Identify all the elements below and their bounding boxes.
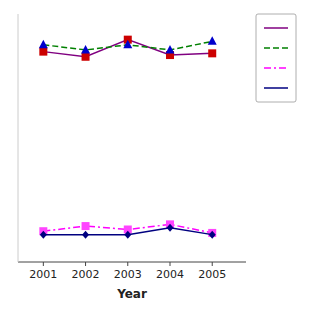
series-marker	[39, 40, 48, 49]
series-marker	[40, 231, 47, 239]
legend-swatch	[264, 27, 288, 29]
series	[40, 224, 216, 239]
series-marker	[209, 231, 216, 239]
x-tick-label: 2005	[198, 268, 226, 281]
series-marker	[167, 224, 174, 232]
series-marker	[82, 231, 89, 239]
x-tick	[212, 262, 213, 266]
series-marker	[82, 222, 90, 230]
series-marker	[82, 53, 90, 61]
y-axis-line	[18, 14, 19, 262]
legend-swatch	[264, 67, 288, 69]
series-marker	[124, 231, 131, 239]
x-tick-label: 2002	[72, 268, 100, 281]
x-tick-label: 2003	[114, 268, 142, 281]
legend-frame	[256, 14, 296, 102]
series-marker	[166, 45, 175, 54]
x-tick	[85, 262, 86, 266]
x-tick-label: 2004	[156, 268, 184, 281]
legend	[256, 14, 296, 102]
series-marker	[39, 48, 47, 56]
legend-swatch	[264, 87, 288, 89]
series-marker	[123, 40, 132, 49]
series-marker	[208, 36, 217, 45]
x-axis-label: Year	[116, 287, 147, 301]
series-line	[43, 40, 212, 57]
series-marker	[81, 45, 90, 54]
x-tick	[170, 262, 171, 266]
chart: 2001 2002 2003 2004 2005 Year	[0, 0, 320, 320]
legend-swatch	[264, 47, 288, 49]
plot-area	[39, 36, 217, 239]
x-tick-label: 2001	[29, 268, 57, 281]
x-tick	[127, 262, 128, 266]
series	[39, 36, 216, 61]
series	[39, 36, 217, 53]
x-tick	[43, 262, 44, 266]
series-marker	[208, 49, 216, 57]
